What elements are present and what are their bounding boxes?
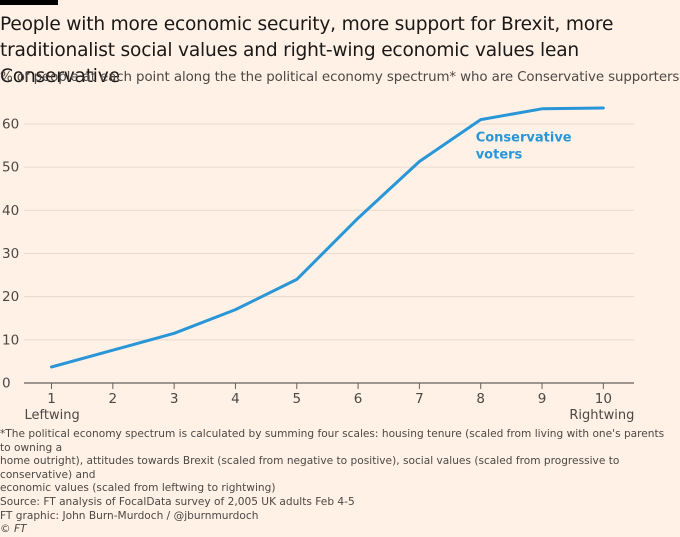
ft-top-bar (0, 0, 58, 5)
series-layer (50, 106, 605, 369)
chart-title: People with more economic security, more… (0, 12, 680, 90)
y-tick-label: 60 (2, 116, 19, 132)
footnotes: *The political economy spectrum is calcu… (0, 428, 672, 537)
x-tick-label: 6 (354, 391, 363, 407)
grid-lines (24, 123, 634, 341)
x-tick-label: 9 (538, 391, 547, 407)
x-tick-label: 3 (170, 391, 179, 407)
chart-title-line-1: People with more economic security, more… (0, 14, 614, 35)
copyright: © FT (0, 523, 672, 537)
methodology-note-line-2: home outright), attitudes towards Brexit… (0, 455, 620, 481)
source-note: Source: FT analysis of FocalData survey … (0, 495, 355, 508)
series-line-conservative-voters (50, 106, 605, 369)
x-end-label-right: Rightwing (569, 408, 634, 423)
x-tick-label: 10 (595, 391, 612, 407)
x-tick-label: 2 (109, 391, 118, 407)
y-tick-label: 0 (2, 376, 11, 392)
line-chart: 0 10 20 30 40 50 60 1 2 3 4 5 6 7 8 9 10 Leftwing Rightwin… (2, 106, 634, 423)
graphic-credit: FT graphic: John Burn-Murdoch / @jburnmu… (0, 509, 259, 522)
x-tick-label: 8 (476, 391, 485, 407)
x-tick-label: 7 (415, 391, 424, 407)
y-tick-label: 10 (2, 332, 19, 348)
methodology-note-line-3: economic values (scaled from leftwing to… (0, 482, 276, 495)
chart-subtitle: % of people at each point along the the … (0, 70, 680, 85)
y-tick-label: 50 (2, 160, 19, 176)
x-tick-label: 1 (47, 391, 56, 407)
y-tick-label: 20 (2, 289, 19, 305)
series-label-line-2: voters (476, 148, 523, 163)
y-tick-label: 30 (2, 246, 19, 262)
x-axis (24, 382, 634, 389)
labels-layer: 0 10 20 30 40 50 60 1 2 3 4 5 6 7 8 9 10 Leftwing Rightwin… (2, 116, 634, 423)
x-tick-label: 5 (292, 391, 301, 407)
chart-title-line-2: traditionalist social values and right-w… (0, 40, 579, 87)
methodology-note-line-1: *The political economy spectrum is calcu… (0, 428, 665, 454)
x-tick-label: 4 (231, 391, 240, 407)
copyright-text: © FT (0, 523, 27, 536)
y-tick-label: 40 (2, 203, 19, 219)
series-label-line-1: Conservative (476, 131, 572, 146)
x-end-label-left: Leftwing (25, 408, 80, 423)
